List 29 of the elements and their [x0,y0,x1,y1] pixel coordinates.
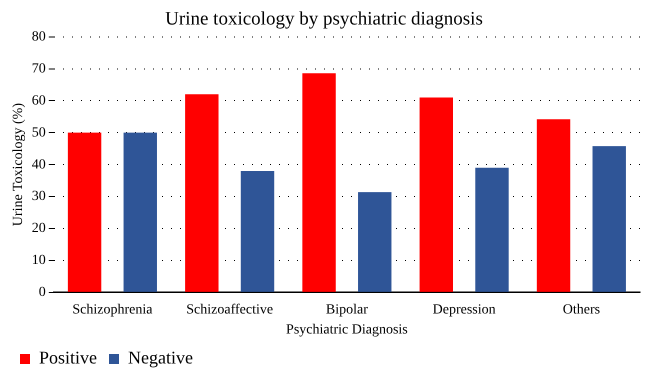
bar [420,98,453,292]
x-tick-label: Bipolar [326,302,368,318]
y-tick-label: 0 [38,285,46,300]
y-tick-label: 70 [32,61,46,76]
bar [185,94,219,292]
bar [475,168,509,292]
bar [68,132,102,292]
bar [302,73,336,292]
x-tick-label: Schizophrenia [72,302,154,318]
x-tick-label: Depression [432,302,496,318]
x-tick-label: Others [562,302,600,318]
y-tick-label: 20 [32,221,46,236]
bar [592,146,626,292]
y-axis-title: Urine Toxicology (%) [11,102,26,226]
y-tick-label: 10 [32,253,46,268]
y-tick-label: 40 [32,157,46,172]
bar [536,119,570,292]
legend-label: Negative [128,348,193,368]
legend-label: Positive [39,348,98,368]
chart-title: Urine toxicology by psychiatric diagnosis [165,8,483,30]
x-tick-label: Schizoaffective [186,302,274,318]
y-tick-label: 30 [32,189,46,204]
bar [240,170,274,292]
y-tick-label: 50 [32,125,46,140]
bar [124,132,157,292]
y-tick-label: 60 [32,93,46,108]
y-tick-label: 80 [32,29,46,44]
bar [358,192,392,292]
x-axis-title: Psychiatric Diagnosis [286,322,408,338]
